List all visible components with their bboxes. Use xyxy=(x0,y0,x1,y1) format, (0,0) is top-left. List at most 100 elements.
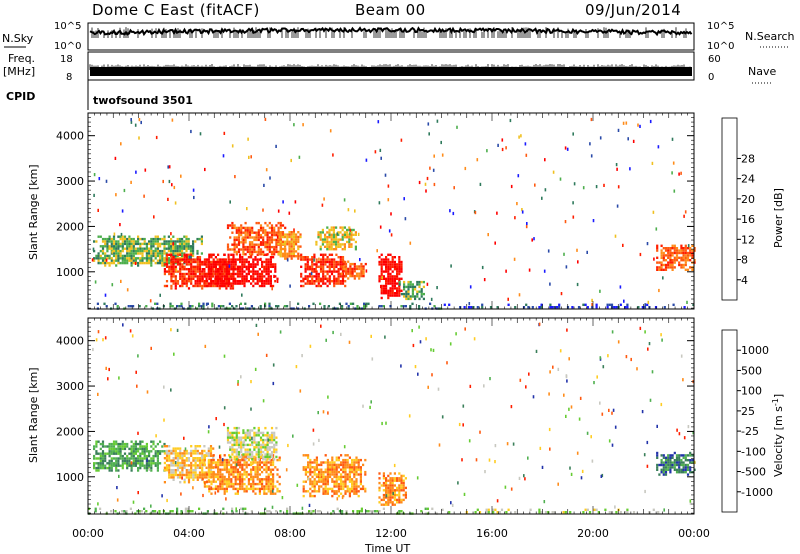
echo-cell xyxy=(331,456,334,459)
echo-cell xyxy=(252,468,255,471)
echo-cell xyxy=(332,233,335,236)
echo-cell xyxy=(678,461,681,464)
echo-cell xyxy=(217,458,220,462)
echo-cell xyxy=(393,479,396,482)
echo-cell xyxy=(315,284,318,288)
echo-cell xyxy=(212,263,215,266)
echo-cell xyxy=(266,455,269,459)
echo-cell xyxy=(265,478,268,481)
echo-cell xyxy=(236,268,239,271)
echo-cell xyxy=(233,224,236,227)
echo-cell xyxy=(337,456,340,459)
echo-cell xyxy=(582,511,585,514)
echo-cell xyxy=(184,447,187,451)
echo-cell xyxy=(152,447,155,451)
echo-cell xyxy=(290,252,293,255)
echo-cell xyxy=(436,286,438,290)
echo-cell xyxy=(267,478,270,481)
echo-cell xyxy=(343,231,346,234)
echo-cell xyxy=(624,511,627,514)
echo-cell xyxy=(204,344,207,348)
echo-cell xyxy=(210,272,213,276)
echo-cell xyxy=(400,479,403,482)
echo-cell xyxy=(335,226,338,229)
echo-cell xyxy=(487,511,490,514)
echo-cell xyxy=(243,280,246,283)
echo-cell xyxy=(418,297,421,301)
echo-cell xyxy=(267,461,270,464)
echo-cell xyxy=(346,454,349,457)
echo-cell xyxy=(385,486,388,490)
echo-cell xyxy=(411,288,414,291)
echo-cell xyxy=(170,265,173,268)
echo-cell xyxy=(484,470,486,474)
echo-cell xyxy=(168,473,171,477)
echo-cell xyxy=(355,470,358,474)
echo-cell xyxy=(510,405,513,409)
echo-cell xyxy=(355,482,358,486)
echo-cell xyxy=(119,254,122,258)
echo-cell xyxy=(573,182,576,186)
echo-cell xyxy=(509,118,512,123)
echo-cell xyxy=(494,444,497,448)
echo-cell xyxy=(675,251,679,255)
echo-cell xyxy=(250,407,252,411)
echo-cell xyxy=(656,244,659,247)
echo-cell xyxy=(240,441,243,444)
echo-cell xyxy=(269,478,272,481)
echo-cell xyxy=(176,257,179,260)
echo-cell xyxy=(196,270,199,273)
echo-cell xyxy=(192,242,195,246)
echo-cell xyxy=(671,466,674,469)
echo-cell xyxy=(245,485,248,488)
echo-cell xyxy=(350,231,353,234)
echo-cell xyxy=(143,450,146,453)
echo-cell xyxy=(212,272,215,276)
echo-cell xyxy=(201,466,204,469)
echo-cell xyxy=(297,245,300,248)
echo-cell xyxy=(672,303,675,306)
echo-cell xyxy=(344,461,347,464)
echo-cell xyxy=(196,277,199,280)
nave-tick-bottom: 0 xyxy=(708,72,714,83)
echo-cell xyxy=(245,461,248,464)
echo-cell xyxy=(266,238,269,242)
echo-cell xyxy=(501,138,504,142)
echo-cell xyxy=(205,452,208,455)
echo-cell xyxy=(518,293,521,297)
echo-cell xyxy=(329,475,332,479)
echo-cell xyxy=(252,277,255,280)
echo-cell xyxy=(328,258,331,261)
echo-cell xyxy=(257,448,260,451)
echo-cell xyxy=(389,491,392,494)
echo-cell xyxy=(664,247,668,250)
echo-cell xyxy=(203,445,206,448)
echo-cell xyxy=(335,263,338,266)
echo-cell xyxy=(664,459,668,462)
echo-cell xyxy=(241,482,244,486)
echo-cell xyxy=(273,431,276,435)
echo-cell xyxy=(257,431,260,435)
echo-cell xyxy=(152,462,155,465)
echo-cell xyxy=(342,466,345,469)
echo-cell xyxy=(360,267,363,271)
echo-cell xyxy=(146,390,149,394)
echo-cell xyxy=(145,450,148,453)
echo-cell xyxy=(262,250,265,254)
echo-cell xyxy=(181,459,184,462)
echo-cell xyxy=(432,168,435,172)
echo-cell xyxy=(226,436,230,439)
echo-cell xyxy=(684,254,687,257)
echo-cell xyxy=(335,468,338,471)
echo-cell xyxy=(143,454,146,458)
echo-cell xyxy=(350,245,353,248)
echo-cell xyxy=(311,485,314,488)
echo-cell xyxy=(179,481,182,484)
echo-cell xyxy=(307,456,310,459)
echo-cell xyxy=(264,305,267,308)
echo-cell xyxy=(93,173,96,177)
echo-cell xyxy=(223,272,226,276)
echo-cell xyxy=(239,482,242,486)
echo-cell xyxy=(254,468,257,471)
